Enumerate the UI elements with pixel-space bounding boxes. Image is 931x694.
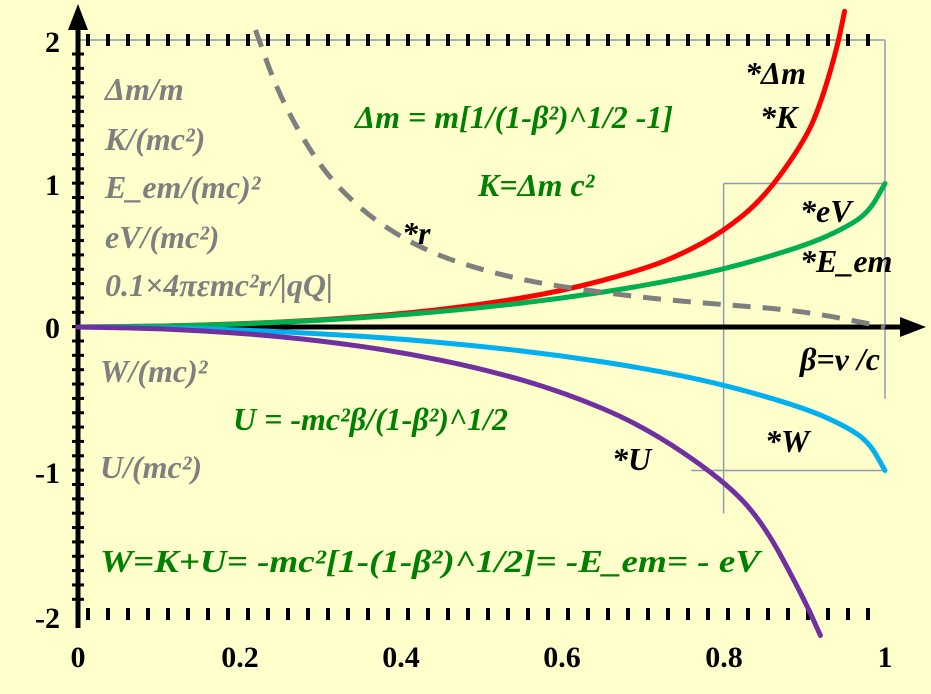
curve-label-dm: *Δm (745, 55, 806, 91)
curve-label-k: *K (760, 99, 800, 135)
label-ev: eV/(mc²) (105, 219, 219, 255)
curve-labels: *Δm *K *eV *E_em *W *U *r (402, 55, 892, 477)
y-tick-labels: 2 1 0 -1 -2 (35, 26, 60, 635)
label-dm-m: Δm/m (103, 71, 184, 107)
curve-label-w: *W (765, 423, 812, 459)
series-line-u (75, 324, 823, 638)
curve-label-eem: *E_em (800, 243, 892, 279)
formula-k: K=Δm c² (477, 167, 596, 203)
x-tick-label: 0.4 (382, 641, 420, 674)
label-w: W/(mc)² (100, 353, 209, 389)
curve-label-ev: *eV (800, 193, 854, 229)
left-labels: Δm/m K/(mc²) E_em/(mc)² eV/(mc²) 0.1×4πε… (100, 71, 333, 485)
curve-label-r: *r (402, 215, 431, 251)
y-tick-label: -1 (35, 457, 60, 490)
x-tick-label: 0.8 (705, 641, 743, 674)
x-axis-label: β=v /c (799, 341, 880, 377)
series-line-ev (75, 181, 888, 330)
label-r-scaled: 0.1×4πεmc²r/|qQ| (105, 267, 333, 303)
series-group (75, 8, 888, 638)
y-tick-label: -2 (35, 602, 60, 635)
formula-dm: Δm = m[1/(1-β²)^1/2 -1] (353, 99, 673, 135)
reference-lines (78, 39, 886, 514)
formula-w: W=K+U= -mc²[1-(1-β²)^1/2]= -E_em= - eV (100, 543, 763, 579)
y-tick-label: 1 (45, 169, 60, 202)
label-k: K/(mc²) (104, 121, 205, 157)
x-tick-label: 0 (71, 641, 86, 674)
label-eem: E_em/(mc)² (104, 169, 262, 205)
formula-u: U = -mc²β/(1-β²)^1/2 (233, 401, 508, 437)
x-tick-label: 0.2 (221, 641, 259, 674)
x-tick-label: 0.6 (543, 641, 581, 674)
formulas: Δm = m[1/(1-β²)^1/2 -1] K=Δm c² U = -mc²… (100, 99, 763, 579)
y-axis-arrow-icon (68, 4, 88, 30)
label-u: U/(mc²) (100, 449, 202, 485)
y-tick-label: 0 (45, 312, 60, 345)
tick-marks (72, 34, 870, 620)
x-axis-arrow-icon (900, 317, 926, 337)
x-tick-label: 1 (878, 641, 893, 674)
y-tick-label: 2 (45, 26, 60, 59)
x-tick-labels: 0 0.2 0.4 0.6 0.8 1 (71, 641, 893, 674)
curve-label-u: *U (612, 441, 653, 477)
